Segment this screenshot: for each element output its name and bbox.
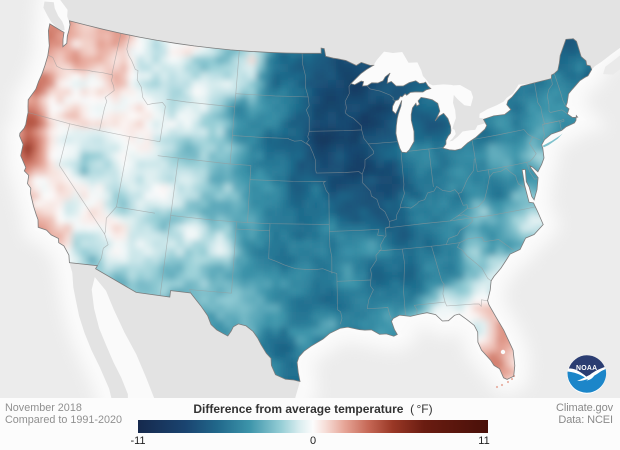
svg-text:NOAA: NOAA — [576, 365, 598, 372]
